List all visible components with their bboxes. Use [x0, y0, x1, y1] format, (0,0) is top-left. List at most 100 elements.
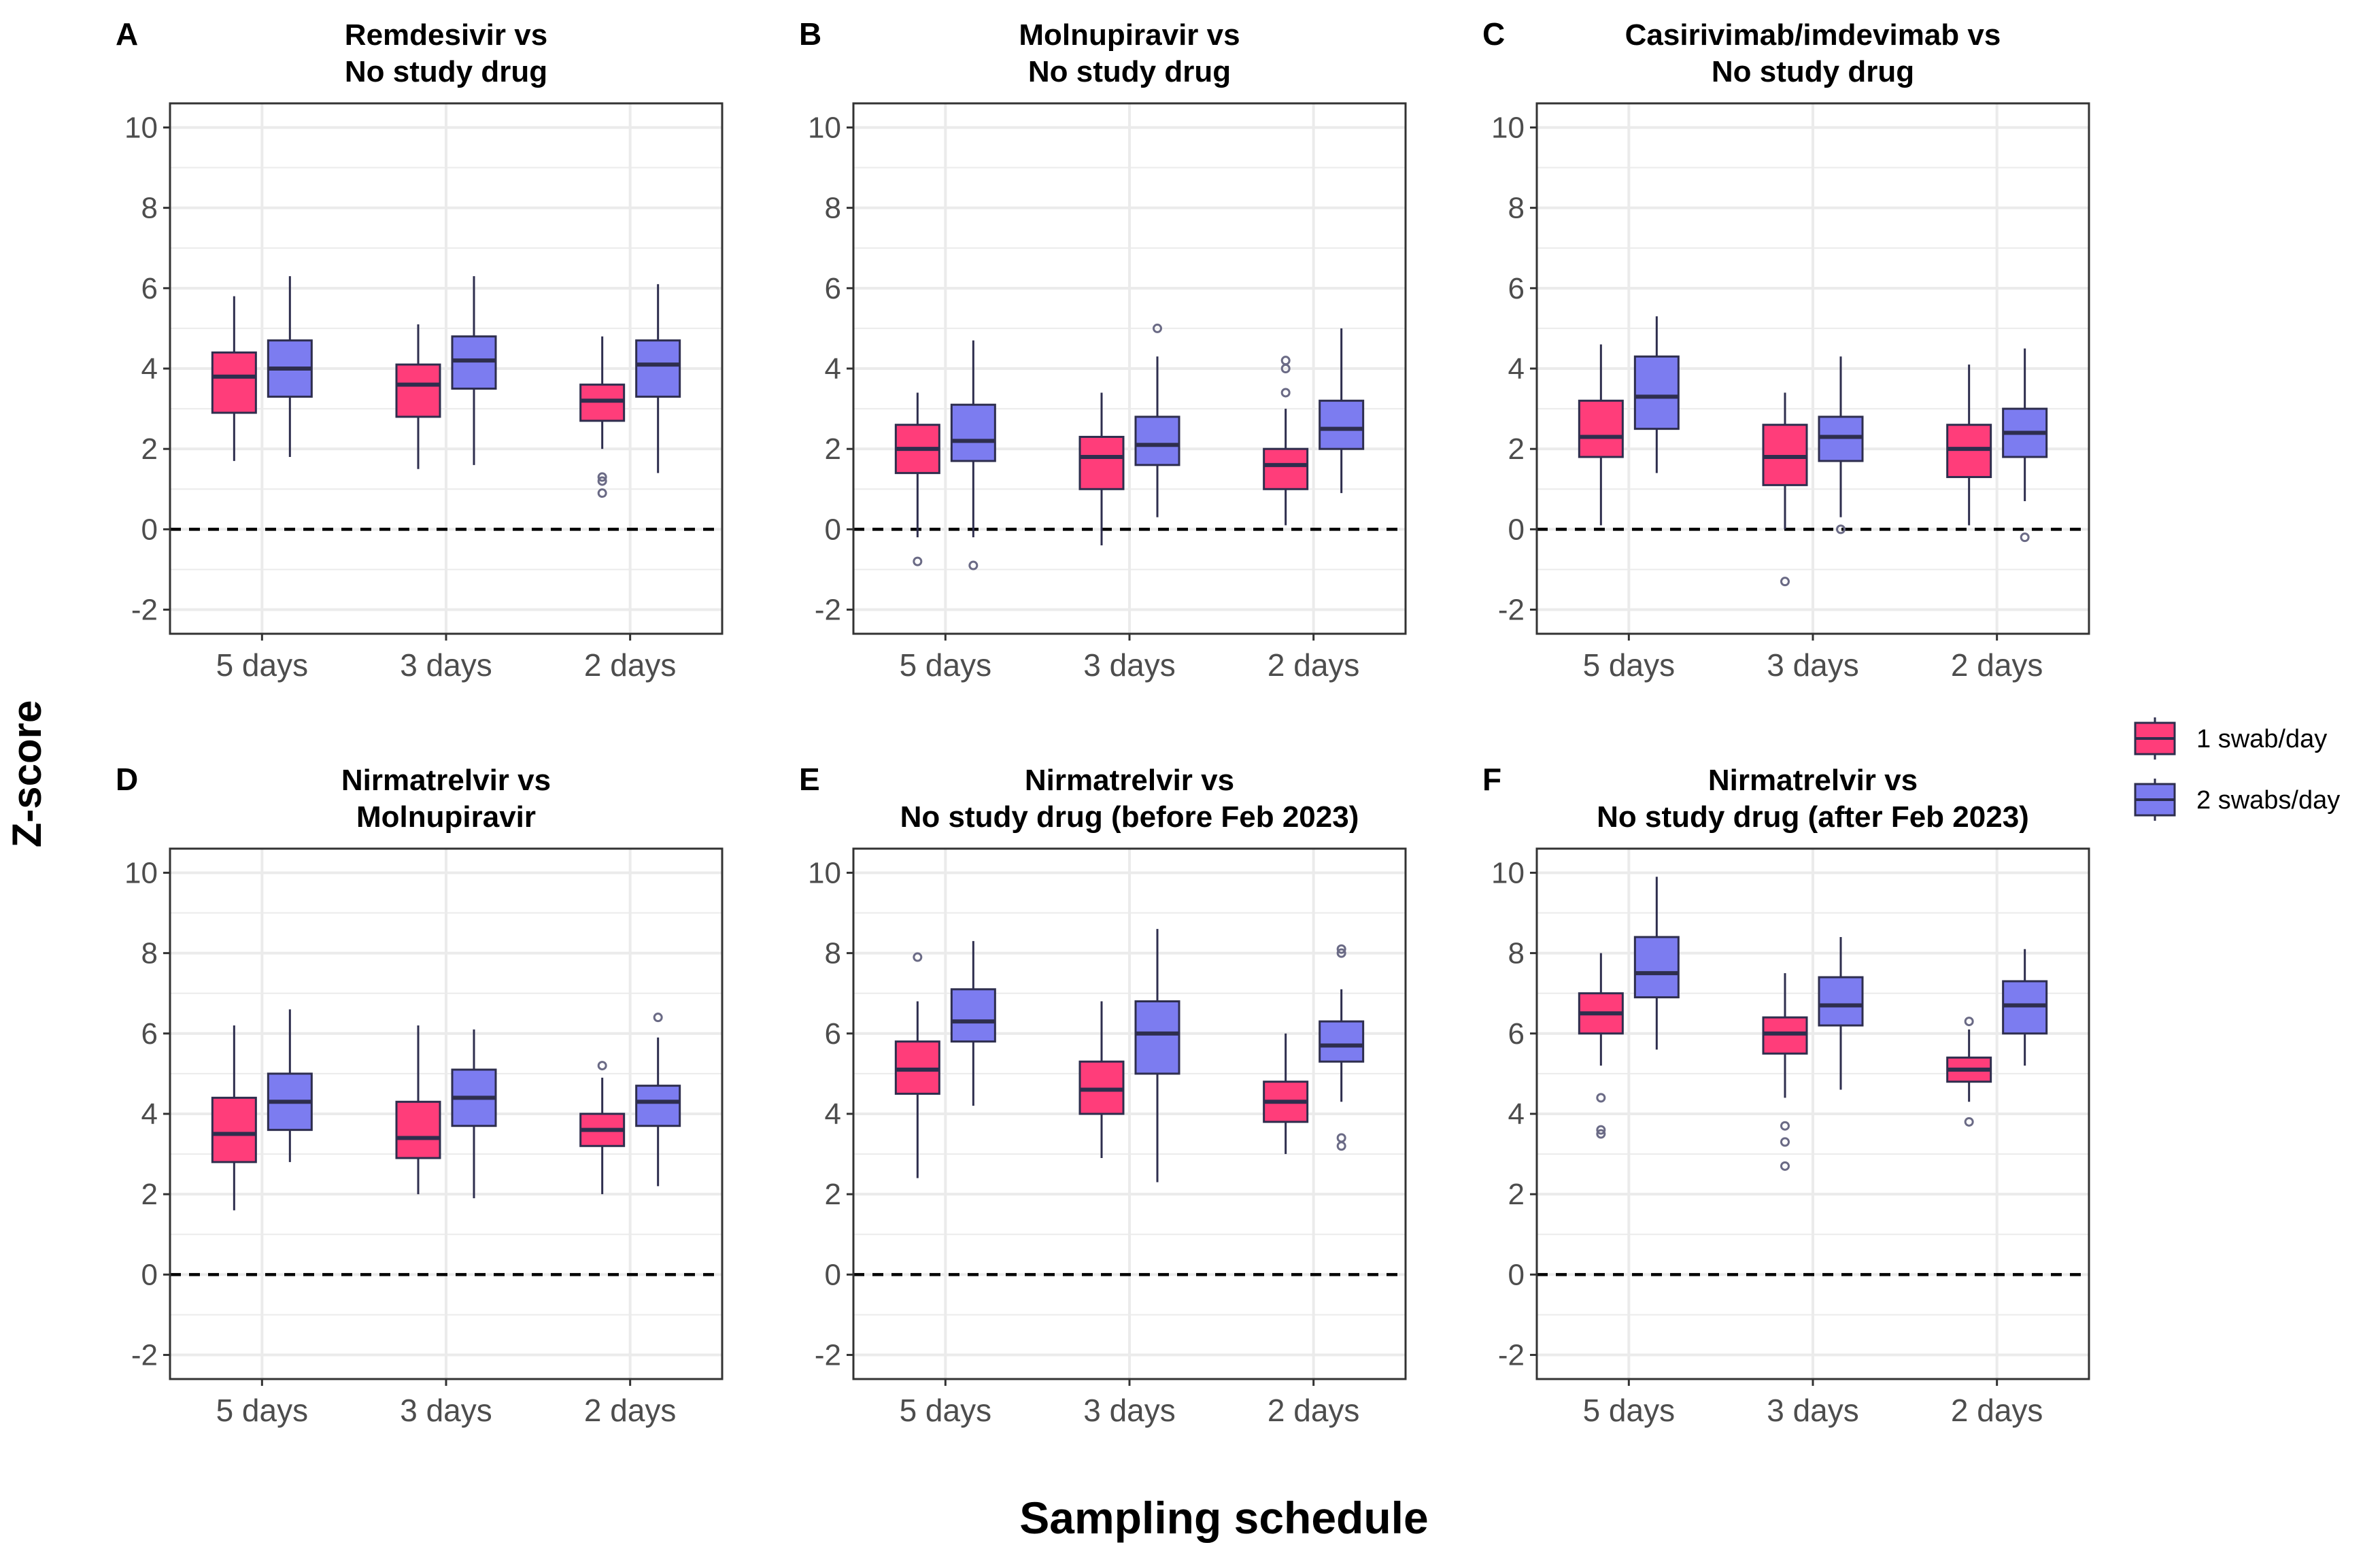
y-tick-label: 8 [1508, 937, 1525, 970]
panel-e: -2 0 2 4 6 8 10 5 days 3 days 2 days E Nirmatrelvir… [799, 762, 1407, 1428]
box-one-swab-3-days [395, 1025, 441, 1195]
y-tick-label: 10 [808, 856, 841, 889]
panel-title-line: Nirmatrelvir vs [1025, 764, 1234, 797]
box-one-swab-2-days [1263, 356, 1309, 526]
box-iqr [635, 339, 681, 398]
box-iqr [1078, 435, 1125, 490]
outlier-point [1153, 323, 1162, 333]
panel-title-line: Molnupiravir [356, 800, 536, 834]
box-iqr [950, 988, 996, 1043]
x-tick-label: 3 days [1767, 1393, 1859, 1428]
outlier-point [1596, 1093, 1606, 1103]
outlier-point [597, 488, 607, 498]
x-tick-label: 2 days [584, 647, 677, 683]
box-iqr [211, 351, 257, 414]
box-one-swab-5-days [211, 296, 257, 461]
box-iqr [635, 1085, 681, 1127]
outlier-point [597, 1061, 607, 1071]
x-tick-label: 2 days [1268, 647, 1360, 683]
y-tick-label: 4 [825, 1098, 841, 1131]
y-tick-label: 0 [825, 1258, 841, 1291]
x-tick-label: 2 days [1268, 1393, 1360, 1428]
y-tick-label: 8 [141, 192, 158, 225]
y-tick-label: 6 [825, 1017, 841, 1051]
y-tick-label: 0 [1508, 513, 1525, 546]
box-two-swabs-5-days [950, 340, 996, 571]
panel-title-line: Nirmatrelvir vs [1708, 764, 1918, 797]
y-tick-label: 4 [1508, 352, 1525, 386]
y-tick-label: -2 [815, 1339, 841, 1372]
box-two-swabs-5-days [1633, 877, 1680, 1050]
box-one-swab-3-days [395, 324, 441, 469]
y-tick-label: 4 [141, 1098, 158, 1131]
y-tick-label: 8 [825, 192, 841, 225]
box-iqr [395, 363, 441, 418]
outlier-point [1336, 1141, 1346, 1151]
y-tick-label: 4 [1508, 1098, 1525, 1131]
outlier-point [1780, 1121, 1790, 1131]
x-tick-label: 5 days [900, 1393, 992, 1428]
x-tick-label: 3 days [400, 1393, 492, 1428]
outlier-point [1336, 944, 1346, 954]
legend-label-1-swab: 1 swab/day [2196, 725, 2327, 753]
panel-b: -2 0 2 4 6 8 10 5 days 3 days 2 days B Molnupiravir… [799, 16, 1407, 683]
panel-title-line: No study drug [1028, 55, 1231, 88]
outlier-point [968, 560, 979, 571]
panel-c: -2 0 2 4 6 8 10 5 days 3 days 2 days C Casirivimab/… [1482, 16, 2090, 683]
box-two-swabs-5-days [1633, 316, 1680, 473]
y-tick-label: 8 [1508, 192, 1525, 225]
outlier-point [1780, 1137, 1790, 1147]
outlier-point [1780, 577, 1790, 587]
box-two-swabs-2-days [1319, 944, 1365, 1151]
panel-d: -2 0 2 4 6 8 10 5 days 3 days 2 days D Nirmatrelvir… [116, 762, 724, 1428]
panel-title-line: No study drug [1712, 55, 1914, 88]
box-two-swabs-3-days [1134, 929, 1180, 1183]
outlier-point [1780, 1161, 1790, 1171]
x-tick-label: 5 days [216, 647, 309, 683]
y-tick-label: 6 [825, 272, 841, 305]
box-one-swab-3-days [1078, 392, 1125, 545]
outlier-point [597, 472, 607, 482]
legend: 1 swab/day 2 swabs/day [2134, 717, 2340, 821]
y-tick-label: 6 [141, 272, 158, 305]
panel-title-line: No study drug [345, 55, 547, 88]
box-two-swabs-2-days [635, 1013, 681, 1187]
y-tick-label: 0 [141, 1258, 158, 1291]
x-axis-title: Sampling schedule [1019, 1493, 1428, 1543]
y-tick-label: 2 [825, 1178, 841, 1211]
y-tick-label: 10 [124, 856, 158, 889]
box-two-swabs-3-days [1818, 356, 1864, 534]
outlier-point [1596, 1129, 1606, 1139]
box-two-swabs-2-days [635, 284, 681, 473]
outlier-point [653, 1013, 663, 1023]
y-tick-label: 4 [141, 352, 158, 386]
box-iqr [1633, 355, 1680, 430]
panel-title-line: No study drug (before Feb 2023) [900, 800, 1359, 834]
box-one-swab-5-days [1578, 953, 1624, 1139]
x-tick-label: 3 days [400, 647, 492, 683]
box-iqr [211, 1096, 257, 1163]
y-tick-label: 2 [825, 432, 841, 466]
box-one-swab-5-days [894, 392, 940, 566]
box-one-swab-2-days [1946, 1017, 1992, 1127]
y-tick-label: 10 [124, 111, 158, 144]
x-tick-label: 3 days [1767, 647, 1859, 683]
box-one-swab-2-days [579, 336, 626, 498]
y-tick-label: 2 [141, 1178, 158, 1211]
y-tick-label: 6 [1508, 1017, 1525, 1051]
x-tick-label: 2 days [1951, 647, 2043, 683]
box-iqr [1319, 1020, 1365, 1063]
outlier-point [1596, 1125, 1606, 1135]
y-tick-label: 0 [1508, 1258, 1525, 1291]
panel-letter: B [799, 16, 821, 52]
panel-title-line: No study drug (after Feb 2023) [1597, 800, 2029, 834]
box-one-swab-5-days [894, 952, 940, 1178]
y-tick-label: 6 [141, 1017, 158, 1051]
box-iqr [1134, 415, 1180, 466]
outlier-point [1836, 524, 1846, 534]
panel-letter: A [116, 16, 138, 52]
panel-title-line: Nirmatrelvir vs [341, 764, 551, 797]
x-tick-label: 2 days [1951, 1393, 2043, 1428]
outlier-point [913, 952, 923, 962]
